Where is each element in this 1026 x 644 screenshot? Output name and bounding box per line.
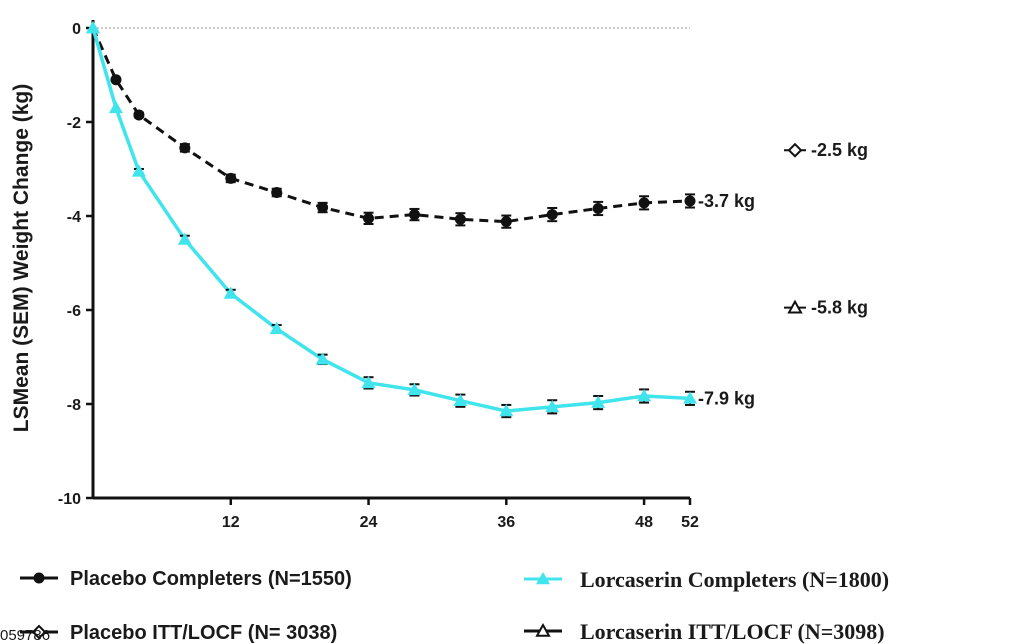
y-axis-label: LSMean (SEM) Weight Change (kg) xyxy=(10,84,33,432)
legend-item-0: Placebo Completers (N=1550) xyxy=(20,568,352,590)
data-point xyxy=(223,286,238,299)
itt-points-layer: -2.5 kg -5.8 kg xyxy=(784,140,868,318)
series-line-0 xyxy=(91,27,691,224)
corner-id-text: 059786 xyxy=(0,627,50,644)
y-tick-label: -2 xyxy=(67,115,81,132)
end-value-label: -7.9 kg xyxy=(698,388,755,408)
data-point xyxy=(131,164,146,177)
data-point xyxy=(269,321,284,335)
data-point xyxy=(179,142,191,154)
data-point xyxy=(86,21,100,34)
legend-label: Lorcaserin Completers (N=1800) xyxy=(580,567,889,592)
data-point xyxy=(453,393,468,406)
data-point xyxy=(363,212,375,224)
data-point xyxy=(177,232,192,245)
data-point xyxy=(408,209,420,221)
data-point xyxy=(546,209,558,221)
itt-marker xyxy=(787,299,803,314)
data-point xyxy=(407,382,422,396)
itt-value-label: -5.8 kg xyxy=(811,298,868,318)
data-point xyxy=(592,202,604,214)
x-tick-label: 52 xyxy=(681,514,699,531)
data-point xyxy=(684,195,696,207)
legend-marker xyxy=(31,624,47,640)
y-tick-label: -8 xyxy=(67,397,81,414)
series-layer: -3.7 kg -7.9 kg xyxy=(86,21,755,419)
legend-marker xyxy=(536,572,550,585)
data-point xyxy=(638,197,650,209)
data-point xyxy=(637,389,652,402)
data-point xyxy=(110,74,122,86)
data-point xyxy=(271,187,283,198)
legend-item-3: Lorcaserin ITT/LOCF (N=3098) xyxy=(524,619,885,644)
x-tick-label: 48 xyxy=(635,514,653,531)
legend-item-2: Placebo ITT/LOCF (N= 3038) xyxy=(20,622,337,644)
x-tick-label: 12 xyxy=(222,514,240,531)
axes: 0 -2 -4 -6 -8 -10 12 24 36 48 52 LSMean (SEM) Weigh… xyxy=(10,20,699,531)
data-point xyxy=(225,172,237,184)
data-point xyxy=(317,202,329,214)
itt-marker xyxy=(787,142,803,158)
y-tick-label: -10 xyxy=(58,491,81,508)
data-point xyxy=(683,391,697,404)
y-tick-label: 0 xyxy=(72,21,81,38)
data-point xyxy=(499,404,514,417)
legend-marker xyxy=(33,572,45,584)
legend-label: Placebo Completers (N=1550) xyxy=(70,568,352,590)
series-0 xyxy=(86,21,696,229)
data-point xyxy=(361,375,376,389)
data-point xyxy=(500,216,512,228)
x-tick-label: 24 xyxy=(360,514,378,531)
data-point xyxy=(454,213,466,225)
data-point xyxy=(133,109,145,121)
y-tick-label: -4 xyxy=(67,209,81,226)
legend-label: Lorcaserin ITT/LOCF (N=3098) xyxy=(580,619,885,644)
data-point xyxy=(591,395,606,408)
data-point xyxy=(545,399,560,413)
itt-value-label: -2.5 kg xyxy=(811,140,868,160)
data-point xyxy=(315,352,330,365)
data-point xyxy=(108,100,123,114)
legend: Placebo Completers (N=1550) Lorcaserin Co… xyxy=(20,567,889,644)
legend-item-1: Lorcaserin Completers (N=1800) xyxy=(524,567,889,592)
legend-label: Placebo ITT/LOCF (N= 3038) xyxy=(70,622,337,644)
x-tick-label: 36 xyxy=(497,514,515,531)
y-tick-label: -6 xyxy=(67,303,81,320)
series-1 xyxy=(86,21,697,419)
series-line-1 xyxy=(91,27,691,413)
legend-marker xyxy=(535,622,551,637)
end-value-label: -3.7 kg xyxy=(698,191,755,211)
